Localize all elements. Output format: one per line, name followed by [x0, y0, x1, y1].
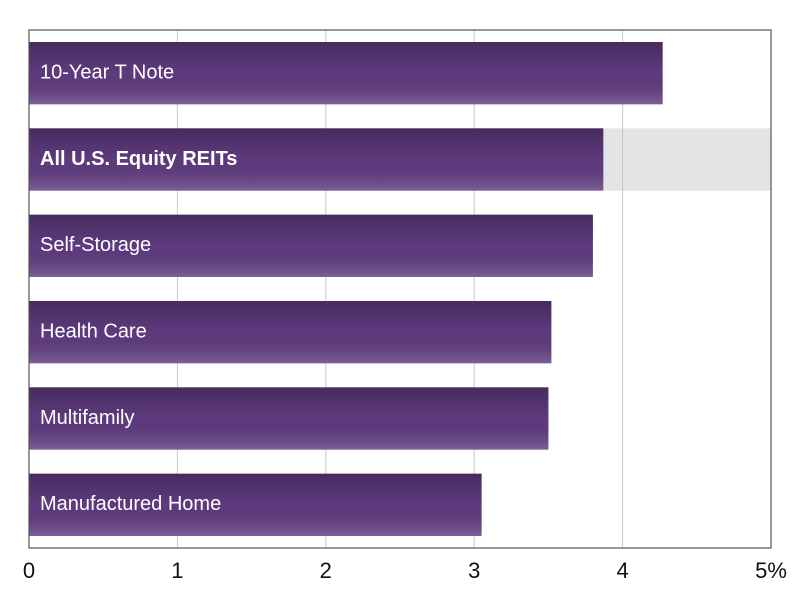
bar-shade — [29, 128, 604, 191]
x-tick-label: 4 — [616, 558, 628, 583]
x-tick-label: 5% — [755, 558, 787, 583]
x-tick-label: 1 — [171, 558, 183, 583]
x-tick-label: 2 — [320, 558, 332, 583]
bar-shade — [29, 387, 549, 450]
bar-label: Health Care — [40, 320, 147, 342]
bar-shade — [29, 42, 663, 105]
bar-shade — [29, 301, 552, 364]
bar-label: Self-Storage — [40, 234, 151, 256]
bar-label: 10-Year T Note — [40, 61, 174, 83]
x-tick-label: 0 — [23, 558, 35, 583]
bar-label: Multifamily — [40, 407, 134, 429]
bar-label: All U.S. Equity REITs — [40, 148, 237, 170]
bar-label: Manufactured Home — [40, 493, 221, 515]
bar-shade — [29, 473, 482, 536]
x-tick-label: 3 — [468, 558, 480, 583]
bar-shade — [29, 214, 593, 277]
plot-frame — [28, 29, 772, 549]
